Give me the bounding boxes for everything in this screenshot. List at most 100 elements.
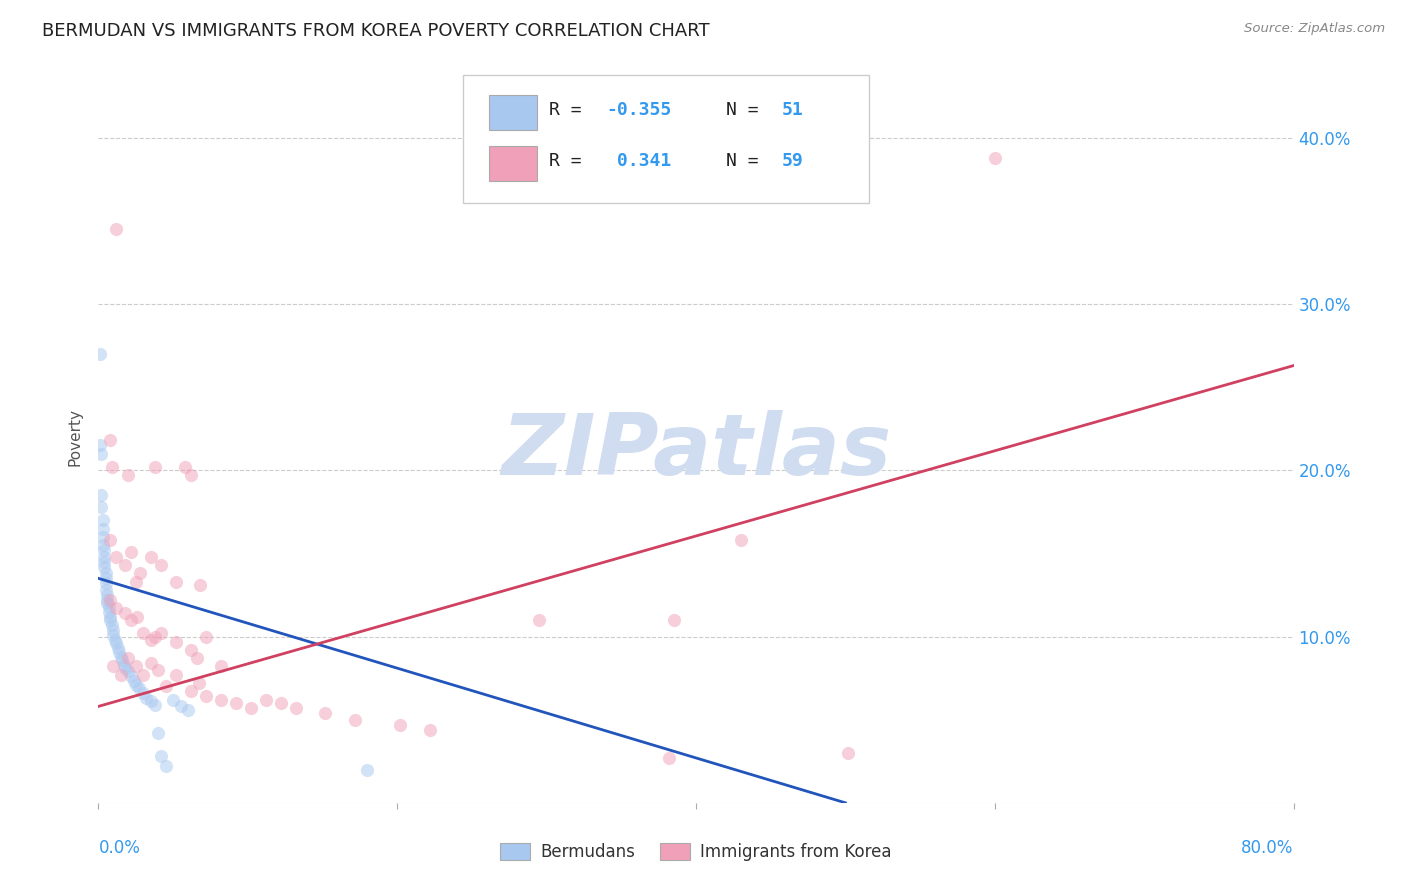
FancyBboxPatch shape — [489, 95, 537, 130]
Point — [195, 690, 218, 704]
Point — [155, 759, 177, 773]
FancyBboxPatch shape — [489, 146, 537, 181]
Point — [177, 703, 200, 717]
Point — [139, 632, 162, 647]
Point — [239, 701, 262, 715]
Point — [132, 626, 155, 640]
Point — [98, 593, 122, 607]
Point — [103, 659, 125, 673]
Point — [165, 574, 187, 589]
Text: 0.341: 0.341 — [606, 153, 672, 170]
Point — [108, 644, 131, 658]
Point — [93, 555, 115, 569]
Text: 80.0%: 80.0% — [1241, 839, 1294, 857]
Point — [139, 656, 162, 670]
Point — [658, 751, 681, 765]
Point — [132, 667, 155, 681]
Text: N =: N = — [725, 153, 769, 170]
Point — [124, 674, 146, 689]
Text: BERMUDAN VS IMMIGRANTS FROM KOREA POVERTY CORRELATION CHART: BERMUDAN VS IMMIGRANTS FROM KOREA POVERT… — [42, 22, 710, 40]
Point — [98, 434, 122, 448]
Point — [284, 701, 307, 715]
Point — [110, 649, 132, 664]
Point — [155, 680, 177, 694]
Point — [125, 678, 148, 692]
Point — [93, 559, 115, 574]
Point — [150, 749, 173, 764]
Point — [98, 609, 122, 624]
Text: R =: R = — [548, 101, 592, 120]
FancyBboxPatch shape — [463, 75, 869, 203]
Point — [195, 630, 218, 644]
Point — [107, 641, 129, 656]
Text: ZIPatlas: ZIPatlas — [501, 410, 891, 493]
Point — [837, 746, 859, 760]
Point — [111, 653, 134, 667]
Point — [132, 686, 155, 700]
Point — [105, 549, 128, 564]
Point — [90, 500, 112, 514]
Point — [101, 460, 124, 475]
Point — [730, 533, 752, 548]
Point — [180, 468, 202, 483]
Legend: Bermudans, Immigrants from Korea: Bermudans, Immigrants from Korea — [494, 836, 898, 868]
Point — [984, 151, 1007, 165]
Point — [180, 643, 202, 657]
Point — [103, 623, 125, 637]
Point — [209, 659, 232, 673]
Point — [94, 566, 117, 581]
Point — [101, 618, 124, 632]
Text: 51: 51 — [782, 101, 804, 120]
Point — [165, 634, 187, 648]
Text: Source: ZipAtlas.com: Source: ZipAtlas.com — [1244, 22, 1385, 36]
Point — [165, 667, 187, 681]
Text: 59: 59 — [782, 153, 804, 170]
Point — [91, 521, 114, 535]
Point — [225, 696, 247, 710]
Point — [125, 659, 148, 673]
Point — [96, 596, 118, 610]
Point — [105, 222, 128, 236]
Point — [139, 549, 162, 564]
Point — [135, 691, 157, 706]
Point — [112, 657, 135, 672]
Point — [186, 651, 208, 665]
Point — [150, 626, 173, 640]
Text: N =: N = — [725, 101, 769, 120]
Point — [139, 694, 162, 708]
Point — [103, 628, 125, 642]
Point — [90, 447, 112, 461]
Point — [98, 533, 122, 548]
Point — [94, 576, 117, 591]
Point — [117, 651, 139, 665]
Point — [93, 549, 115, 564]
Point — [129, 566, 152, 581]
Point — [117, 665, 139, 679]
Point — [162, 692, 184, 706]
Point — [120, 669, 142, 683]
Y-axis label: Poverty: Poverty — [67, 408, 83, 467]
Point — [110, 667, 132, 681]
Point — [254, 692, 277, 706]
Point — [105, 636, 128, 650]
Point — [114, 558, 136, 573]
Point — [148, 726, 170, 740]
Point — [270, 696, 292, 710]
Point — [96, 593, 118, 607]
Point — [662, 613, 685, 627]
Point — [148, 663, 170, 677]
Point — [94, 571, 117, 585]
Point — [96, 588, 118, 602]
Point — [143, 460, 166, 475]
Point — [143, 630, 166, 644]
Point — [89, 438, 111, 452]
Point — [91, 513, 114, 527]
Point — [104, 632, 127, 647]
Point — [89, 347, 111, 361]
Point — [527, 613, 550, 627]
Point — [356, 763, 378, 777]
Point — [98, 613, 122, 627]
Text: 0.0%: 0.0% — [98, 839, 141, 857]
Point — [91, 530, 114, 544]
Point — [344, 713, 367, 727]
